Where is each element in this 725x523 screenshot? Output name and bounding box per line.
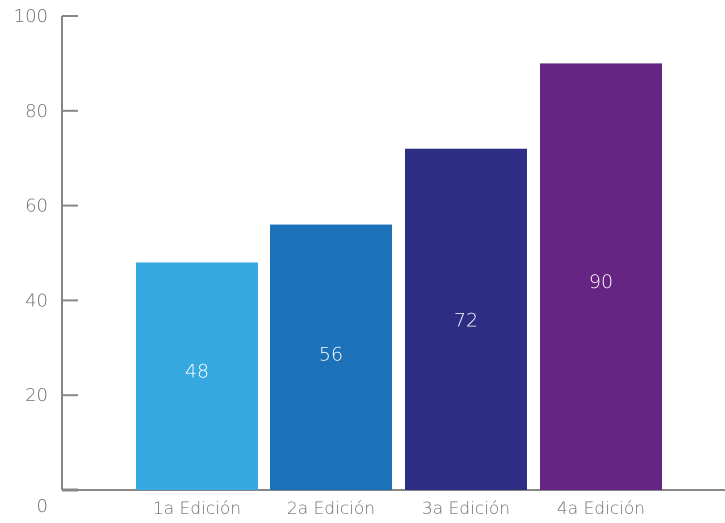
bar-1	[136, 262, 258, 490]
y-tick-label: 80	[25, 101, 48, 122]
y-tick-label: 60	[25, 196, 48, 217]
data-label-2: 56	[319, 344, 343, 366]
data-label-3: 72	[454, 309, 478, 331]
y-tick-label: 20	[25, 385, 48, 406]
category-label-1: 1a Edición	[153, 499, 241, 519]
category-label-2: 2a Edición	[287, 499, 375, 519]
category-labels: 1a Edición 2a Edición 3a Edición 4a Edición	[153, 499, 645, 519]
bars	[136, 63, 662, 491]
y-tick-label: 0	[37, 496, 48, 517]
y-axis: 0 20 40 60 80 100	[14, 6, 78, 517]
y-tick-label: 40	[25, 290, 48, 311]
bar-4	[540, 63, 662, 491]
data-labels: 48 56 72 90	[185, 271, 613, 383]
data-label-4: 90	[589, 271, 613, 293]
bar-3	[405, 148, 527, 490]
bar-2	[270, 224, 392, 490]
data-label-1: 48	[185, 361, 209, 383]
y-tick-label: 100	[14, 6, 48, 27]
category-label-3: 3a Edición	[422, 499, 510, 519]
category-label-4: 4a Edición	[557, 499, 645, 519]
